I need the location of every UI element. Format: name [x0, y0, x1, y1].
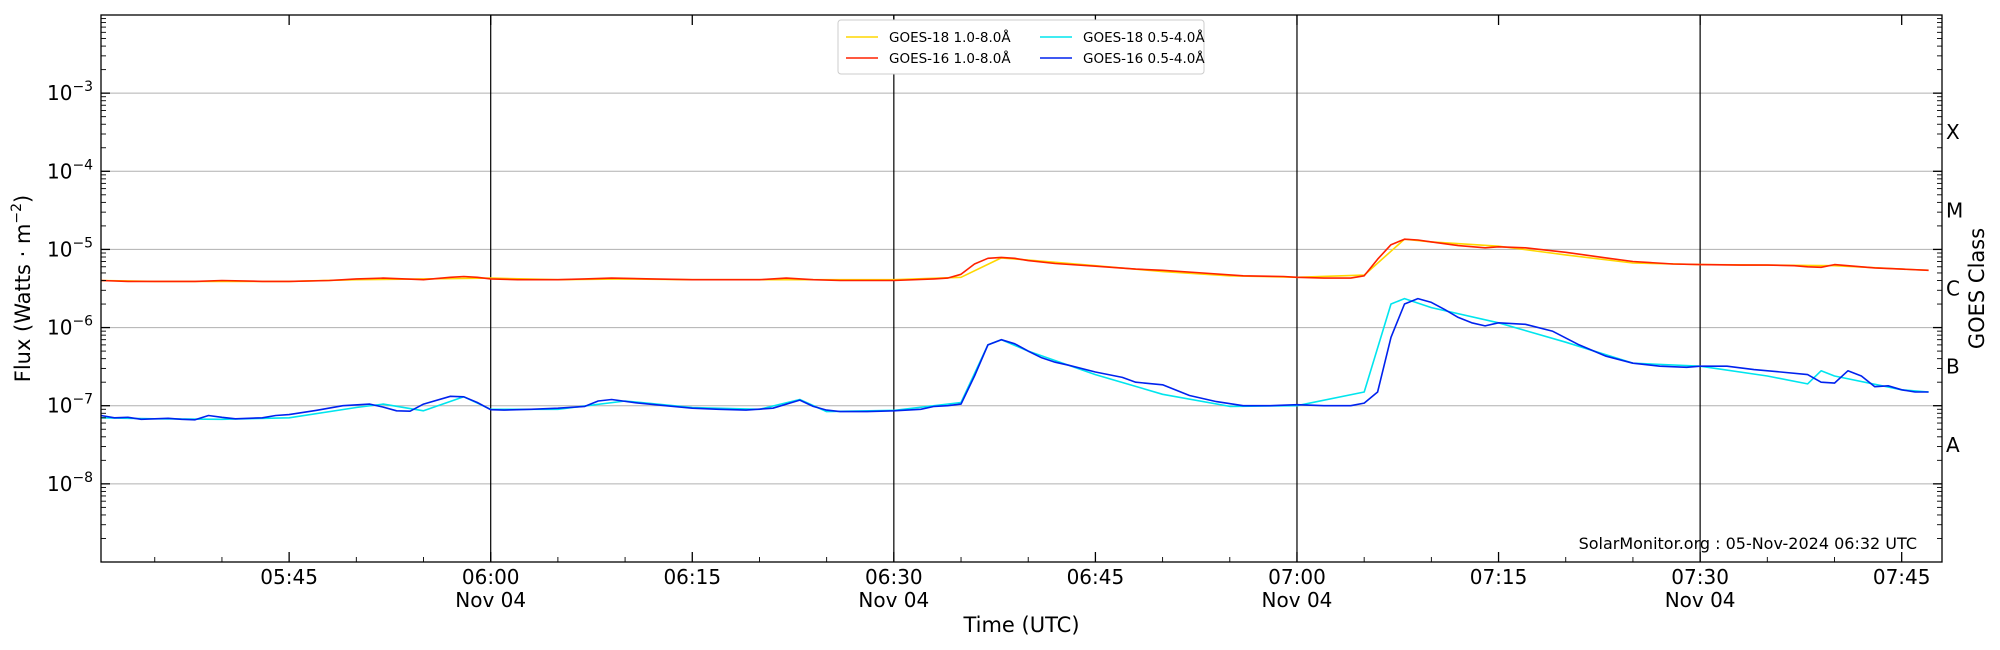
legend: GOES-18 1.0-8.0Å GOES-18 0.5-4.0Å GOES-16 …	[837, 19, 1205, 75]
x-tick-label: 07:30	[1671, 565, 1729, 589]
x-tick-label: 06:15	[663, 565, 721, 589]
goes-class-x: X	[1946, 120, 1960, 144]
series-line-2	[100, 238, 1929, 283]
y-axis-title-main: Flux (Watts · m	[11, 224, 35, 383]
plot-frame	[100, 14, 1943, 563]
y-tick-labels: 10−8 10−7 10−6 10−5 10−4 10−3	[47, 79, 93, 496]
series-line-0	[100, 238, 1929, 283]
day-boundary-lines	[490, 15, 1701, 562]
series-line-3	[100, 297, 1929, 421]
goes-class-m: M	[1946, 198, 1963, 222]
credit-text: SolarMonitor.org : 05-Nov-2024 06:32 UTC	[1579, 534, 1917, 553]
x-tick-date-label: Nov 04	[858, 588, 929, 612]
y-tick-label: 10−6	[47, 314, 93, 340]
x-tick-label: 06:00	[462, 565, 520, 589]
goes-class-a: A	[1946, 433, 1960, 457]
legend-label: GOES-18 0.5-4.0Å	[1083, 29, 1205, 46]
series-line-1	[100, 297, 1929, 421]
axis-ticks	[101, 15, 1942, 562]
y-axis-title: Flux (Watts · m−2)	[9, 195, 35, 383]
x-axis-title: Time (UTC)	[962, 613, 1079, 637]
y-axis-title-close: )	[11, 195, 35, 203]
x-tick-label: 07:45	[1873, 565, 1931, 589]
y-tick-label: 10−5	[47, 235, 93, 261]
goes-class-b: B	[1946, 355, 1960, 379]
y-axis-title-exponent: −2	[9, 203, 25, 224]
horizontal-gridlines	[101, 92, 1942, 485]
goes-class-labels: A B C M X	[1946, 120, 1963, 457]
legend-box	[837, 19, 1205, 75]
legend-label: GOES-16 0.5-4.0Å	[1083, 50, 1205, 67]
goes-class-axis-title: GOES Class	[1965, 228, 1989, 349]
legend-label: GOES-18 1.0-8.0Å	[889, 29, 1011, 46]
x-tick-date-label: Nov 04	[455, 588, 526, 612]
x-tick-date-label: Nov 04	[1262, 588, 1333, 612]
y-tick-label: 10−8	[47, 470, 93, 496]
legend-label: GOES-16 1.0-8.0Å	[889, 50, 1011, 67]
x-tick-label: 07:15	[1470, 565, 1528, 589]
y-tick-label: 10−7	[47, 392, 93, 418]
x-tick-label: 06:30	[865, 565, 923, 589]
x-tick-date-label: Nov 04	[1665, 588, 1736, 612]
x-tick-label: 07:00	[1268, 565, 1326, 589]
x-tick-label: 06:45	[1067, 565, 1125, 589]
y-tick-label: 10−4	[47, 157, 93, 183]
flux-series	[100, 238, 1929, 421]
x-tick-label: 05:45	[260, 565, 318, 589]
y-tick-label: 10−3	[47, 79, 93, 105]
goes-class-c: C	[1946, 277, 1960, 301]
